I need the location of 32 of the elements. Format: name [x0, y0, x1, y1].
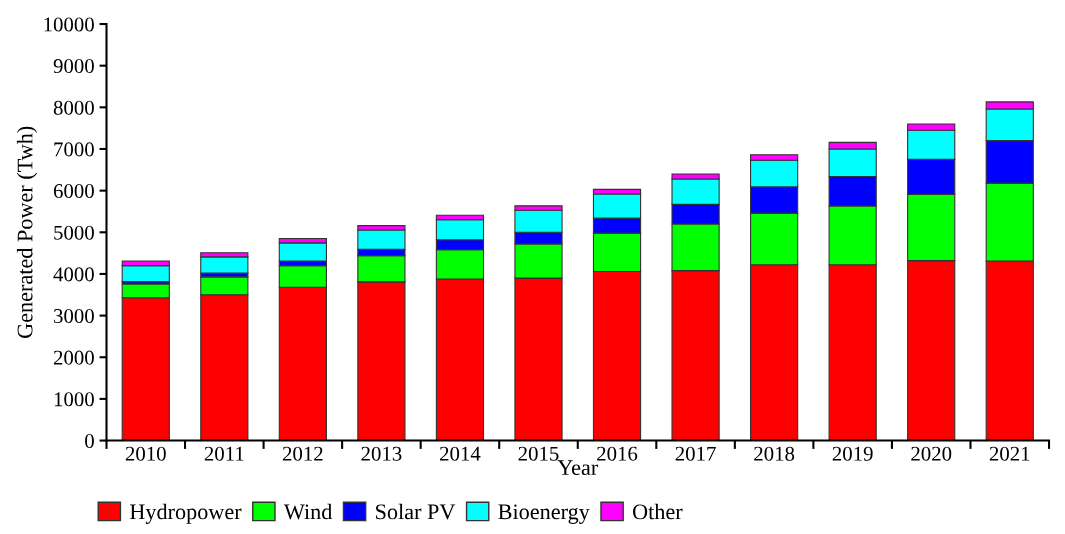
y-tick-label: 4000: [53, 267, 94, 282]
y-tick-label: 0: [85, 433, 94, 448]
x-tick-label: 2014: [440, 446, 481, 461]
y-tick-label: 5000: [54, 225, 94, 240]
x-tick-label: 2012: [282, 446, 323, 461]
x-tick-label: 2018: [754, 446, 795, 461]
legend-label: Wind: [283, 503, 333, 520]
y-axis-title: Generated Power (Twh): [16, 126, 38, 338]
y-tick-label: 9000: [53, 59, 94, 74]
legend-label: Other: [632, 503, 683, 520]
x-tick-label: 2013: [361, 446, 402, 461]
x-tick-label: 2011: [204, 446, 244, 461]
y-tick-label: 10000: [44, 17, 94, 32]
legend-label: Solar PV: [376, 503, 456, 520]
y-tick-label: 7000: [54, 142, 94, 157]
legend-label: Hydropower: [129, 503, 242, 524]
x-tick-label: 2019: [832, 446, 873, 461]
x-tick-label: 2020: [911, 446, 952, 461]
y-tick-label: 2000: [53, 350, 94, 365]
y-tick-label: 1000: [54, 392, 94, 407]
y-tick-label: 8000: [53, 100, 94, 115]
x-tick-label: 2016: [597, 446, 638, 461]
x-axis-title: Year: [557, 460, 599, 476]
bar: [278, 242, 327, 262]
y-tick-label: 3000: [54, 308, 94, 324]
x-tick-label: 2021: [989, 446, 1030, 461]
x-tick-label: 2015: [518, 446, 559, 461]
bar: [200, 256, 249, 274]
y-tick-label: 6000: [53, 184, 94, 199]
x-tick-label: 2017: [675, 446, 716, 461]
legend-label: Bioenergy: [498, 504, 590, 524]
x-tick-label: 2010: [125, 446, 166, 461]
